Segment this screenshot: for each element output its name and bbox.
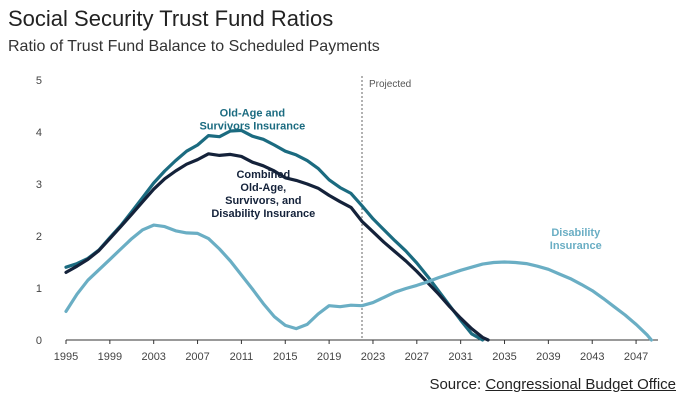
series-label-line: Disability Insurance [211, 208, 315, 220]
x-tick-label: 2031 [448, 351, 472, 363]
chart-subtitle: Ratio of Trust Fund Balance to Scheduled… [8, 38, 380, 55]
x-tick-label: 2023 [361, 351, 385, 363]
series-label-line: Old-Age and [220, 107, 285, 119]
y-tick-label: 5 [36, 75, 42, 87]
y-tick-label: 3 [36, 179, 42, 191]
x-tick-label: 2035 [492, 351, 516, 363]
x-tick-label: 2027 [405, 351, 429, 363]
combined-line [64, 152, 490, 342]
y-tick-label: 4 [36, 127, 42, 139]
x-tick-label: 2015 [273, 351, 297, 363]
y-axis: 0 1 2 3 4 5 [36, 75, 42, 347]
x-tick-label: 2043 [580, 351, 604, 363]
x-tick-label: 2019 [317, 351, 341, 363]
y-tick-label: 1 [36, 283, 42, 295]
x-tick-label: 1995 [54, 351, 78, 363]
x-tick-label: 2003 [141, 351, 165, 363]
series-label-line: Combined [236, 169, 290, 181]
di-line [64, 223, 653, 342]
combined-label: Combined Old-Age, Survivors, and Disability… [211, 169, 315, 220]
x-tick-label: 1999 [98, 351, 122, 363]
series-label-line: Old-Age, [240, 182, 286, 194]
source-prefix: Source: [429, 376, 486, 393]
series-label-line: Survivors Insurance [199, 120, 305, 132]
x-tick-label: 2011 [230, 351, 254, 363]
x-axis: 1995 1999 2003 2007 2011 2015 2019 2023 2027 2031… [54, 339, 658, 363]
oasi-line [64, 128, 485, 342]
di-label: Disability Insurance [550, 227, 602, 252]
y-tick-label: 2 [36, 231, 42, 243]
oasi-label: Old-Age and Survivors Insurance [199, 107, 305, 132]
series-label-line: Insurance [550, 240, 602, 252]
series-lines [64, 128, 653, 342]
x-tick-label: 2007 [185, 351, 209, 363]
x-tick-label: 2039 [536, 351, 560, 363]
series-label-line: Disability [551, 227, 601, 239]
chart-title: Social Security Trust Fund Ratios [8, 6, 334, 31]
source-note: Source: Congressional Budget Office [429, 376, 676, 393]
projected-label: Projected [369, 79, 411, 90]
series-label-line: Survivors, and [225, 195, 301, 207]
source-link[interactable]: Congressional Budget Office [485, 376, 676, 393]
x-tick-label: 2047 [624, 351, 648, 363]
y-tick-label: 0 [36, 335, 42, 347]
projected-divider: Projected [361, 76, 411, 340]
